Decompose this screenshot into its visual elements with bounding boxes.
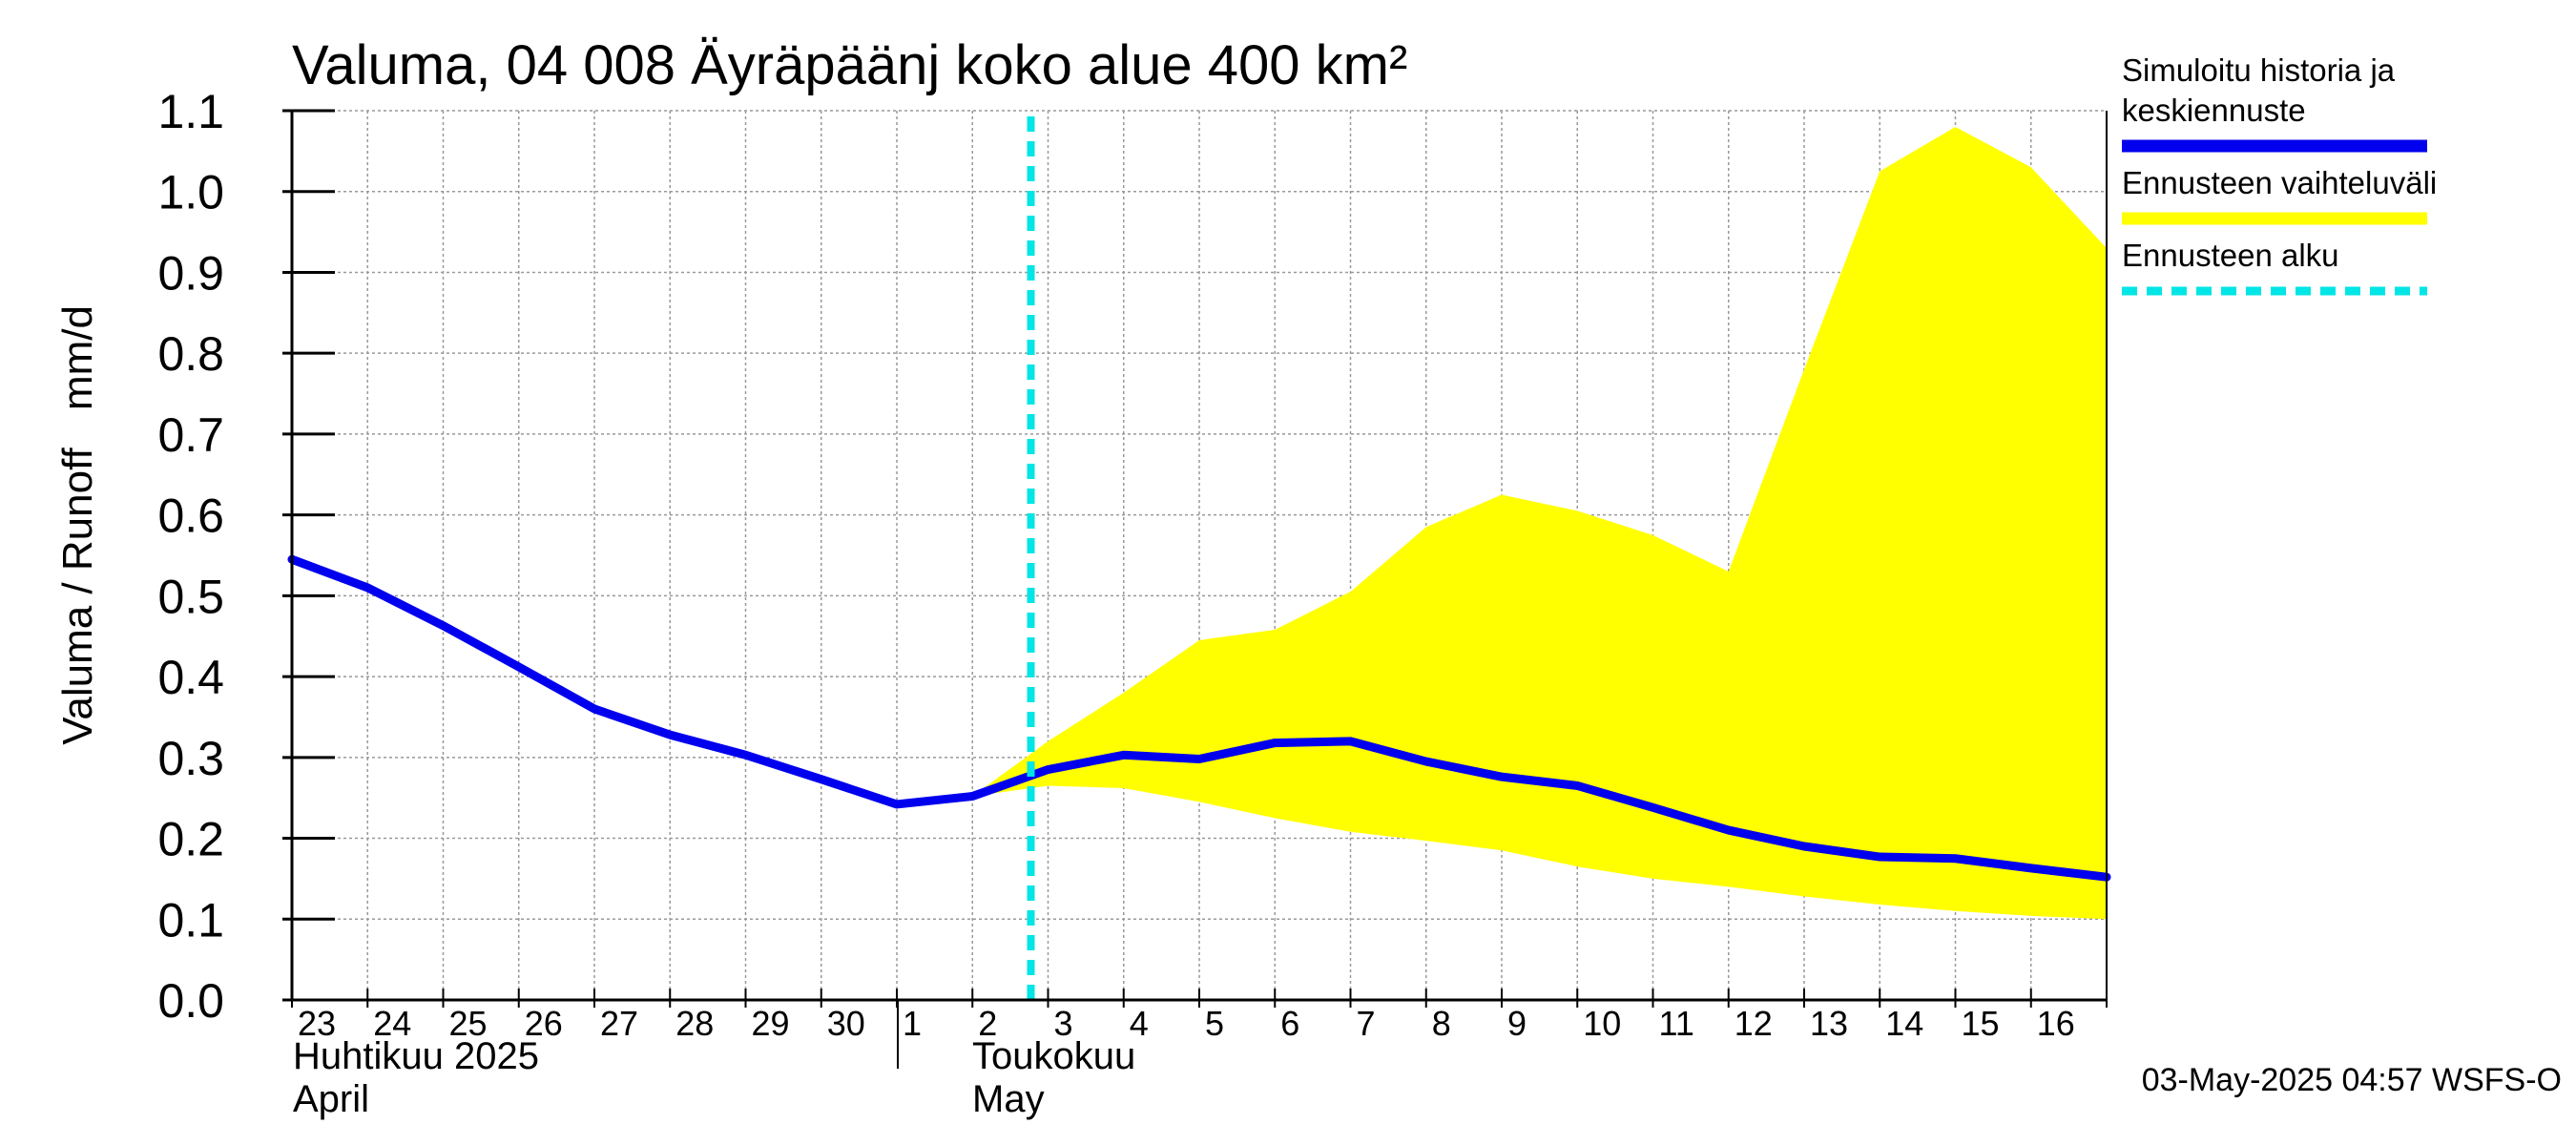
forecast-range-area	[972, 126, 2107, 920]
legend: Simuloitu historia ja keskiennuste Ennuste…	[2122, 52, 2437, 296]
y-tick-label: 0.6	[157, 489, 224, 543]
x-tick-label: 3	[1054, 1004, 1073, 1043]
forecast-range-band	[972, 126, 2107, 920]
x-tick-label: 16	[2037, 1004, 2075, 1043]
y-tick-labels: 0.0 0.1 0.2 0.3 0.4 0.5 0.6 0.7 0.8 0.9 1.0 1.1	[157, 85, 224, 1028]
legend-label: Simuloitu historia ja	[2122, 52, 2396, 88]
y-tick-label: 0.9	[157, 246, 224, 300]
month-label-april-en: April	[293, 1078, 369, 1120]
y-axis-label: Valuma / Runoff	[54, 448, 101, 745]
y-tick-label: 0.2	[157, 813, 224, 866]
y-axis-unit: mm/d	[54, 305, 101, 410]
x-tick-label: 2	[978, 1004, 997, 1043]
x-tick-label: 24	[373, 1004, 411, 1043]
month-label-may-fi: Toukokuu	[972, 1035, 1135, 1077]
x-tick-label: 14	[1885, 1004, 1923, 1043]
x-tick-labels: 23 24 25 26 27 28 29 30 1 2 3 4 5 6 7 8 9 10 11 12 13 14 15 16	[298, 1004, 2075, 1043]
x-tick-label: 13	[1810, 1004, 1848, 1043]
x-tick-label: 23	[298, 1004, 336, 1043]
legend-label: Ennusteen vaihteluväli	[2122, 165, 2437, 200]
y-tick-label: 1.0	[157, 166, 224, 219]
legend-label: keskiennuste	[2122, 93, 2306, 128]
x-tick-label: 26	[525, 1004, 563, 1043]
x-tick-label: 4	[1130, 1004, 1149, 1043]
x-tick-label: 6	[1280, 1004, 1299, 1043]
timestamp-footer: 03-May-2025 04:57 WSFS-O	[2142, 1062, 2562, 1098]
y-tick-label: 0.7	[157, 408, 224, 462]
y-tick-label: 1.1	[157, 85, 224, 138]
legend-label: Ennusteen alku	[2122, 238, 2339, 273]
runoff-line	[287, 554, 2111, 882]
y-tick-label: 0.1	[157, 893, 224, 947]
x-tick-label: 28	[675, 1004, 714, 1043]
y-tick-label: 0.4	[157, 651, 224, 704]
x-tick-label: 30	[827, 1004, 865, 1043]
x-tick-label: 8	[1432, 1004, 1451, 1043]
x-tick-label: 27	[600, 1004, 638, 1043]
chart-title: Valuma, 04 008 Äyräpäänj koko alue 400 k…	[292, 34, 1407, 96]
x-tick-label: 25	[449, 1004, 488, 1043]
x-tick-label: 1	[903, 1004, 922, 1043]
x-tick-label: 5	[1205, 1004, 1224, 1043]
x-tick-label: 15	[1962, 1004, 2000, 1043]
y-tick-label: 0.3	[157, 732, 224, 785]
y-tick-label: 0.5	[157, 570, 224, 623]
y-tick-label: 0.8	[157, 327, 224, 381]
y-tick-label: 0.0	[157, 974, 224, 1028]
month-label-may-en: May	[972, 1078, 1045, 1120]
x-tick-label: 11	[1659, 1004, 1694, 1043]
axes	[282, 109, 2108, 1069]
x-tick-label: 7	[1357, 1004, 1376, 1043]
x-tick-label: 9	[1507, 1004, 1527, 1043]
x-tick-label: 12	[1735, 1004, 1773, 1043]
x-tick-label: 10	[1583, 1004, 1621, 1043]
x-tick-label: 29	[752, 1004, 790, 1043]
runoff-series	[287, 554, 2111, 882]
month-label-april-fi: Huhtikuu 2025	[293, 1035, 539, 1077]
